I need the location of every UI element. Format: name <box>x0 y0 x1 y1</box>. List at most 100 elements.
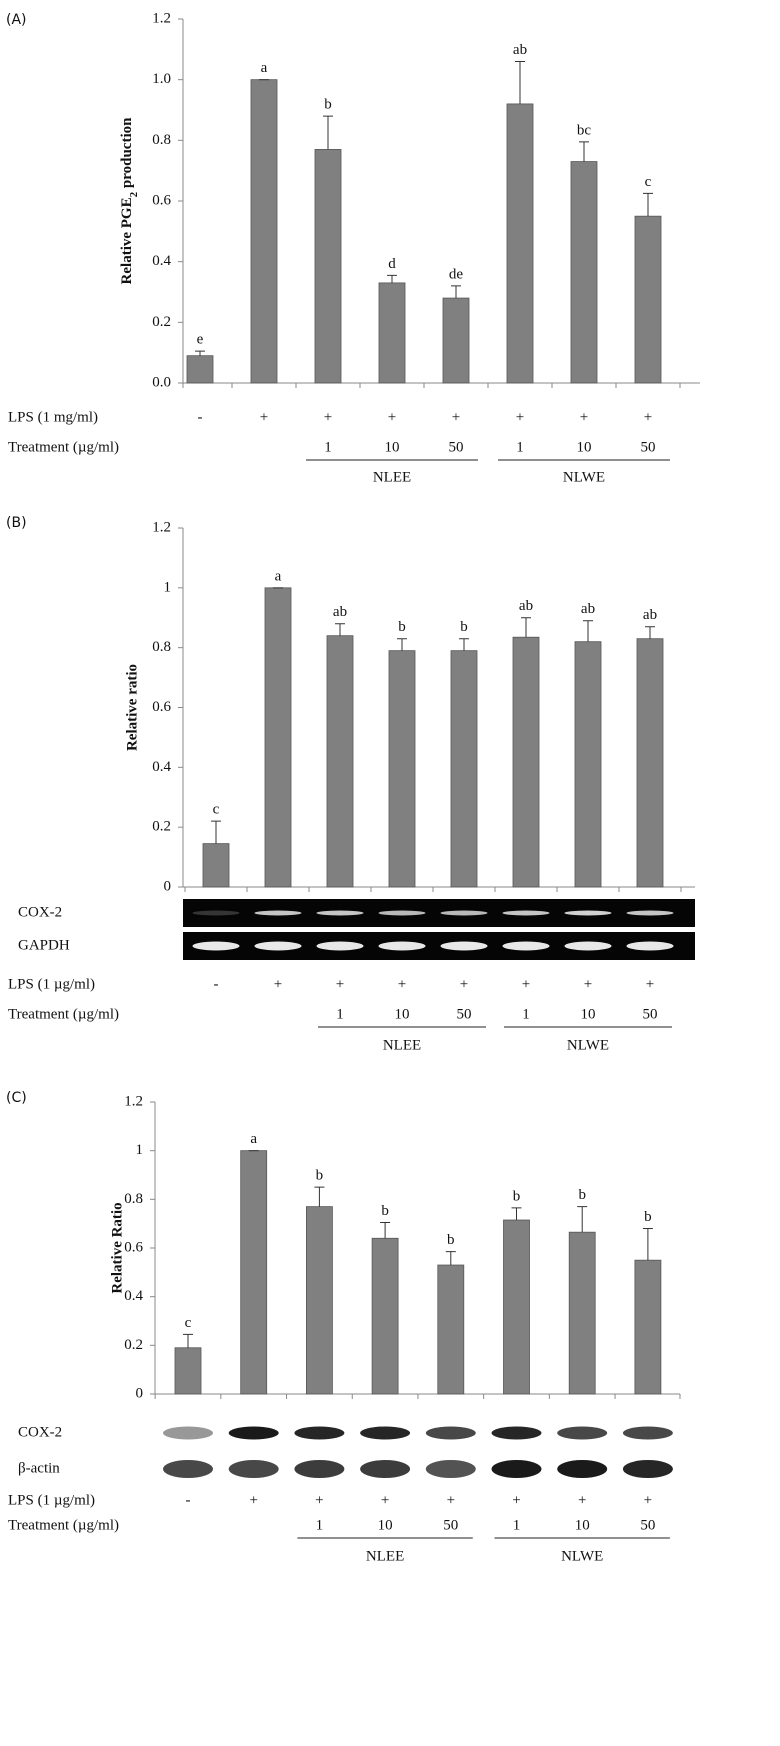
bar <box>568 1231 596 1395</box>
y-tick-label: 0.0 <box>152 374 171 390</box>
significance-letter: b <box>513 1188 521 1204</box>
blot-band <box>254 941 302 951</box>
blot-band <box>502 910 550 916</box>
panel-label: (B) <box>6 515 27 531</box>
y-tick-label: 0.2 <box>124 1337 143 1353</box>
error-bar <box>459 638 469 651</box>
y-tick-label: 0.4 <box>124 1288 143 1304</box>
row-cell: + <box>447 1492 455 1508</box>
row-cell: 1 <box>324 439 332 455</box>
significance-letter: c <box>645 174 652 190</box>
significance-letter: b <box>381 1203 389 1219</box>
error-bar <box>451 285 461 299</box>
y-tick-label: 0.8 <box>152 132 171 148</box>
row-cell: 10 <box>385 439 400 455</box>
error-bar <box>577 1206 588 1233</box>
significance-letter: e <box>197 332 204 348</box>
row-cell: + <box>516 409 524 425</box>
significance-letter: b <box>324 97 332 113</box>
error-bar <box>195 350 205 356</box>
bar <box>240 1150 268 1395</box>
bar <box>634 215 662 384</box>
error-bar <box>511 1207 522 1221</box>
y-tick-label: 0.8 <box>152 639 171 655</box>
bar <box>371 1237 399 1395</box>
blot-band <box>378 910 426 916</box>
blot-band <box>163 1460 213 1478</box>
significance-letter: ab <box>333 604 347 620</box>
y-axis-title: Relative ratio <box>124 664 140 751</box>
row-cell: + <box>260 409 268 425</box>
blot-label: COX-2 <box>18 1424 62 1440</box>
error-bar <box>335 623 345 636</box>
row-cell: 10 <box>577 439 592 455</box>
row-cell: 10 <box>395 1006 410 1022</box>
row-label: LPS (1 µg/ml) <box>8 1492 95 1508</box>
row-cell: + <box>644 1492 652 1508</box>
error-bar <box>515 60 525 104</box>
bar <box>174 1347 202 1395</box>
row-label: Treatment (µg/ml) <box>8 1006 119 1022</box>
row-cell: - <box>198 409 203 425</box>
blot-band <box>316 910 364 916</box>
y-tick-label: 0.8 <box>124 1191 143 1207</box>
y-tick-label: 0.4 <box>152 253 171 269</box>
row-cell: 1 <box>336 1006 344 1022</box>
blot-band <box>192 910 240 916</box>
row-label: Treatment (µg/ml) <box>8 1517 119 1533</box>
blot-band <box>502 941 550 951</box>
error-bar <box>645 626 655 639</box>
blot-band <box>192 941 240 951</box>
bar <box>570 161 598 384</box>
bar <box>186 355 214 384</box>
row-cell: - <box>186 1492 191 1508</box>
y-tick-label: 0 <box>164 878 172 894</box>
y-tick-label: 0.6 <box>124 1239 143 1255</box>
blot-band <box>425 1426 476 1440</box>
significance-letter: c <box>185 1315 192 1331</box>
row-cell: + <box>646 976 654 992</box>
row-cell: + <box>274 976 282 992</box>
blot-band <box>425 1460 476 1478</box>
row-cell: + <box>580 409 588 425</box>
error-bar <box>643 192 653 217</box>
significance-letter: c <box>213 802 220 818</box>
y-tick-label: 0 <box>136 1385 144 1401</box>
bar <box>442 297 470 384</box>
significance-letter: ab <box>581 601 595 617</box>
row-cell: 50 <box>443 1517 458 1533</box>
y-axis-title: Relative PGE2 production <box>119 117 139 285</box>
error-bar <box>183 1333 193 1348</box>
panel-label: (C) <box>6 1090 27 1106</box>
group-label: NLWE <box>563 469 605 485</box>
blot-band <box>360 1426 411 1440</box>
blot-band <box>622 1460 673 1478</box>
blot-band <box>316 941 364 951</box>
row-cell: + <box>522 976 530 992</box>
significance-letter: b <box>578 1187 586 1203</box>
row-cell: + <box>315 1492 323 1508</box>
row-label: Treatment (µg/ml) <box>8 439 119 455</box>
blot-band <box>626 941 674 951</box>
row-cell: 50 <box>640 1517 655 1533</box>
row-cell: 1 <box>516 439 524 455</box>
blot-band <box>440 941 488 951</box>
significance-letter: de <box>449 266 464 282</box>
group-label: NLWE <box>567 1037 609 1053</box>
group-label: NLWE <box>561 1548 603 1564</box>
row-cell: + <box>512 1492 520 1508</box>
row-cell: + <box>460 976 468 992</box>
bar <box>250 79 278 384</box>
blot-band <box>557 1426 608 1440</box>
row-cell: 50 <box>641 439 656 455</box>
bar <box>634 1259 662 1395</box>
row-cell: 10 <box>581 1006 596 1022</box>
blot-band <box>440 910 488 916</box>
blot-band <box>228 1460 279 1478</box>
significance-letter: a <box>250 1131 257 1147</box>
blot-label: COX-2 <box>18 904 62 920</box>
error-bar <box>521 617 531 638</box>
y-axis-title-part: Relative PGE <box>119 197 135 284</box>
blot-band <box>294 1460 345 1478</box>
